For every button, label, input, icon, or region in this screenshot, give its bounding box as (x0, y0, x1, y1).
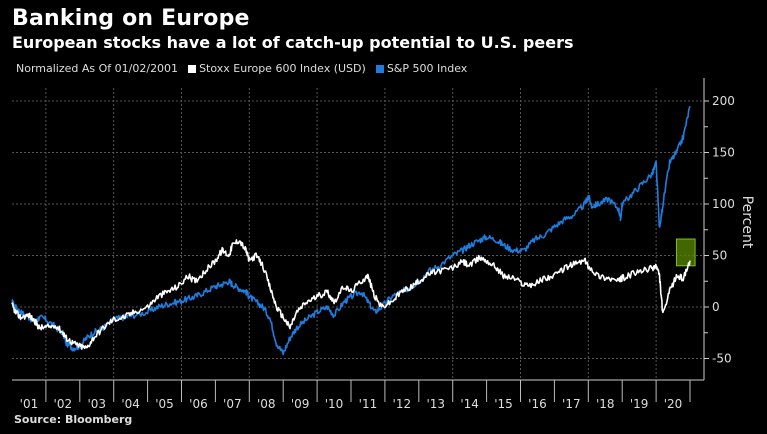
source-note: Source: Bloomberg (14, 413, 133, 426)
y-tick-label: -50 (712, 352, 732, 366)
y-tick-label: 0 (712, 300, 720, 314)
legend-note: Normalized As Of 01/02/2001 (16, 62, 179, 75)
x-tick-label: '19 (630, 397, 649, 411)
x-tick-label: '14 (460, 397, 479, 411)
highlight-box (675, 238, 696, 267)
legend-swatch-stoxx (188, 64, 197, 73)
x-tick-label: '02 (54, 397, 73, 411)
y-tick-label: 100 (712, 197, 735, 211)
x-tick-label: '11 (359, 397, 378, 411)
chart-title: Banking on Europe (12, 6, 250, 31)
x-tick-label: '05 (155, 397, 174, 411)
x-tick-label: '06 (189, 397, 208, 411)
legend-swatch-sp500 (375, 64, 384, 73)
y-tick-label: 200 (712, 94, 735, 108)
x-tick-label: '18 (596, 397, 615, 411)
x-tick-label: '01 (20, 397, 39, 411)
x-tick-label: '15 (494, 397, 513, 411)
x-tick-label: '12 (393, 397, 412, 411)
x-tick-label: '10 (325, 397, 344, 411)
series-line-stoxx-europe-600 (11, 239, 691, 350)
chart-subtitle: European stocks have a lot of catch-up p… (12, 33, 574, 52)
x-tick-label: '20 (664, 397, 683, 411)
y-tick-label: 50 (712, 249, 727, 263)
y-tick-label: 150 (712, 146, 735, 160)
legend: Normalized As Of 01/02/2001 Stoxx Europe… (16, 62, 467, 75)
x-tick-label: '13 (426, 397, 445, 411)
x-tick-label: '03 (87, 397, 106, 411)
x-tick-label: '16 (528, 397, 547, 411)
legend-label-stoxx: Stoxx Europe 600 Index (USD) (199, 62, 366, 75)
x-tick-label: '07 (223, 397, 242, 411)
x-tick-label: '17 (562, 397, 581, 411)
x-tick-label: '04 (121, 397, 140, 411)
y-axis-label: Percent (739, 196, 755, 249)
legend-label-sp500: S&P 500 Index (386, 62, 468, 75)
x-tick-label: '09 (291, 397, 310, 411)
x-tick-label: '08 (257, 397, 276, 411)
